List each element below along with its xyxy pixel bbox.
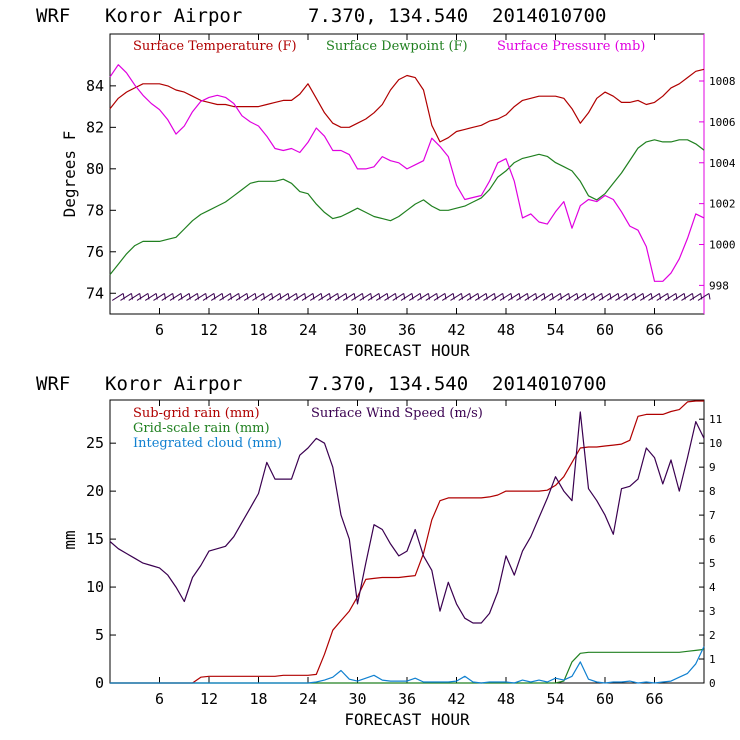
- y-tick-label: 5: [95, 626, 104, 644]
- legend-pressure: Surface Pressure (mb): [497, 39, 645, 54]
- x-tick-label: 54: [546, 690, 564, 708]
- y2-tick-label: 1000: [709, 239, 736, 252]
- series-line-dewpoint: [109, 139, 705, 275]
- panel1-header-station: Koror Airpor: [105, 5, 242, 27]
- x-tick-label: 36: [398, 321, 416, 339]
- y2-tick-label: 7: [709, 509, 716, 522]
- panel2-series: [109, 400, 705, 684]
- x-tick-label: 48: [497, 321, 515, 339]
- y2-tick-label: 5: [709, 557, 716, 570]
- panel-precipitation: WRF Koror Airpor 7.370, 134.540 20140107…: [36, 373, 722, 729]
- y2-tick-label: 1002: [709, 198, 736, 211]
- y-tick-label: 76: [86, 243, 104, 261]
- x-tick-label: 30: [348, 690, 366, 708]
- panel1-header-model: WRF: [36, 5, 70, 27]
- y-tick-label: 84: [86, 77, 104, 95]
- series-line-pressure: [109, 64, 705, 282]
- panel2-header-station: Koror Airpor: [105, 373, 242, 395]
- y2-tick-label: 6: [709, 533, 716, 546]
- legend-wind-speed: Surface Wind Speed (m/s): [311, 406, 483, 421]
- y2-tick-label: 10: [709, 437, 722, 450]
- x-tick-label: 54: [546, 321, 564, 339]
- x-tick-label: 12: [200, 690, 218, 708]
- panel-temperature: WRF Koror Airpor 7.370, 134.540 20140107…: [36, 5, 736, 360]
- panel2-header-init-time: 2014010700: [492, 373, 606, 395]
- y-tick-label: 74: [86, 284, 104, 302]
- x-tick-label: 6: [155, 321, 164, 339]
- panel1-y-axis-label: Degrees F: [60, 131, 79, 218]
- y-tick-label: 20: [86, 482, 104, 500]
- y-tick-label: 25: [86, 434, 104, 452]
- y-tick-label: 82: [86, 118, 104, 136]
- x-tick-label: 18: [249, 321, 267, 339]
- y2-tick-label: 11: [709, 413, 722, 426]
- y2-tick-label: 1006: [709, 116, 736, 129]
- x-tick-label: 42: [447, 321, 465, 339]
- wind-barb: [697, 292, 711, 301]
- y2-tick-label: 1: [709, 653, 716, 666]
- panel2-header-coords: 7.370, 134.540: [308, 373, 468, 395]
- y2-tick-label: 9: [709, 461, 716, 474]
- panel1-x-axis-label: FORECAST HOUR: [344, 341, 470, 360]
- panel1-y-ticks: 74 76 78 80 82 84: [86, 77, 116, 302]
- x-tick-label: 66: [645, 690, 663, 708]
- x-tick-label: 60: [596, 321, 614, 339]
- y2-tick-label: 2: [709, 629, 716, 642]
- panel2-y2-ticks: 0 1 2 3 4 5 6 7 8 9 10 11: [699, 413, 722, 690]
- x-tick-label: 48: [497, 690, 515, 708]
- panel2-x-ticks: 6 12 18 24 30 36 42 48 54 60 66: [155, 400, 664, 708]
- x-tick-label: 36: [398, 690, 416, 708]
- series-line-wind-speed: [109, 411, 705, 624]
- x-tick-label: 60: [596, 690, 614, 708]
- y-tick-label: 78: [86, 201, 104, 219]
- series-line-cloud: [110, 646, 705, 684]
- panel2-x-axis-label: FORECAST HOUR: [344, 710, 470, 729]
- panel1-series: [109, 64, 705, 282]
- y2-tick-label: 3: [709, 605, 716, 618]
- y2-tick-label: 0: [709, 677, 716, 690]
- x-tick-label: 18: [249, 690, 267, 708]
- panel1-y2-ticks: 998 1000 1002 1004 1006 1008: [699, 75, 736, 292]
- x-tick-label: 6: [155, 690, 164, 708]
- x-tick-label: 24: [299, 321, 317, 339]
- y-tick-label: 80: [86, 160, 104, 178]
- panel2-header-model: WRF: [36, 373, 70, 395]
- legend-temperature: Surface Temperature (F): [133, 39, 297, 54]
- panel2-y-axis-label: mm: [60, 530, 79, 549]
- x-tick-label: 12: [200, 321, 218, 339]
- y2-tick-label: 4: [709, 581, 716, 594]
- y-tick-label: 15: [86, 530, 104, 548]
- y-tick-label: 0: [95, 674, 104, 692]
- panel1-header-coords: 7.370, 134.540: [308, 5, 468, 27]
- legend-cloud: Integrated cloud (mm): [133, 436, 282, 451]
- y2-tick-label: 8: [709, 485, 716, 498]
- legend-subgrid-rain: Sub-grid rain (mm): [133, 406, 260, 421]
- wind-barbs: [111, 292, 711, 301]
- series-line-temperature: [109, 68, 705, 143]
- panel1-x-ticks: 6 12 18 24 30 36 42 48 54 60 66: [155, 34, 664, 339]
- panel1-header-init-time: 2014010700: [492, 5, 606, 27]
- series-line-subgrid-rain: [110, 400, 704, 684]
- x-tick-label: 24: [299, 690, 317, 708]
- legend-dewpoint: Surface Dewpoint (F): [326, 39, 468, 54]
- x-tick-label: 30: [348, 321, 366, 339]
- y2-tick-label: 1008: [709, 75, 736, 88]
- x-tick-label: 66: [645, 321, 663, 339]
- legend-grid-rain: Grid-scale rain (mm): [133, 421, 270, 436]
- panel2-y-ticks: 0 5 10 15 20 25: [86, 434, 116, 692]
- y2-tick-label: 998: [709, 279, 729, 292]
- x-tick-label: 42: [447, 690, 465, 708]
- y-tick-label: 10: [86, 578, 104, 596]
- y2-tick-label: 1004: [709, 157, 736, 170]
